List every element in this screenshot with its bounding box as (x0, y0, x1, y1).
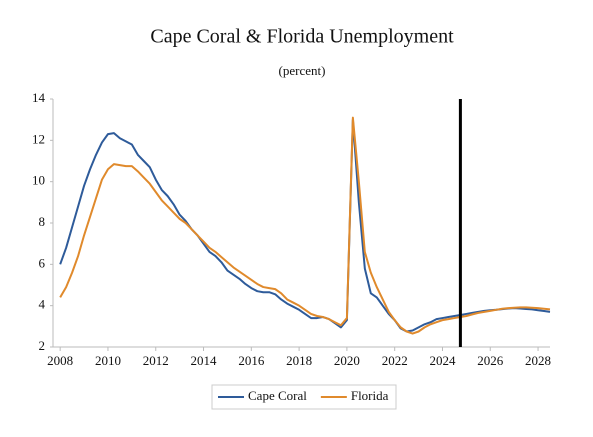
x-tick-label: 2008 (47, 353, 73, 368)
legend-box (211, 384, 397, 410)
y-tick-label: 14 (32, 90, 46, 105)
x-tick-label: 2020 (334, 353, 360, 368)
x-tick-label: 2022 (382, 353, 408, 368)
y-tick-label: 12 (32, 131, 45, 146)
series-line (59, 116, 551, 335)
chart-title: Cape Coral & Florida Unemployment (150, 26, 454, 48)
x-tick-label: 2016 (238, 353, 265, 368)
x-tick-label: 2014 (191, 353, 218, 368)
x-tick-label: 2018 (286, 353, 312, 368)
legend-label: Florida (351, 388, 389, 403)
chart-subtitle: (percent) (279, 63, 326, 78)
x-tick-label: 2024 (429, 353, 456, 368)
x-tick-label: 2010 (95, 353, 121, 368)
x-tick-label: 2012 (143, 353, 169, 368)
y-tick-label: 4 (39, 297, 46, 312)
x-tick-label: 2026 (477, 353, 504, 368)
y-tick-label: 6 (39, 255, 46, 270)
legend-label: Cape Coral (248, 388, 307, 403)
y-tick-label: 8 (39, 214, 46, 229)
y-tick-label: 10 (32, 173, 45, 188)
x-tick-label: 2028 (525, 353, 551, 368)
y-tick-label: 2 (39, 338, 46, 353)
series-line (59, 118, 551, 333)
